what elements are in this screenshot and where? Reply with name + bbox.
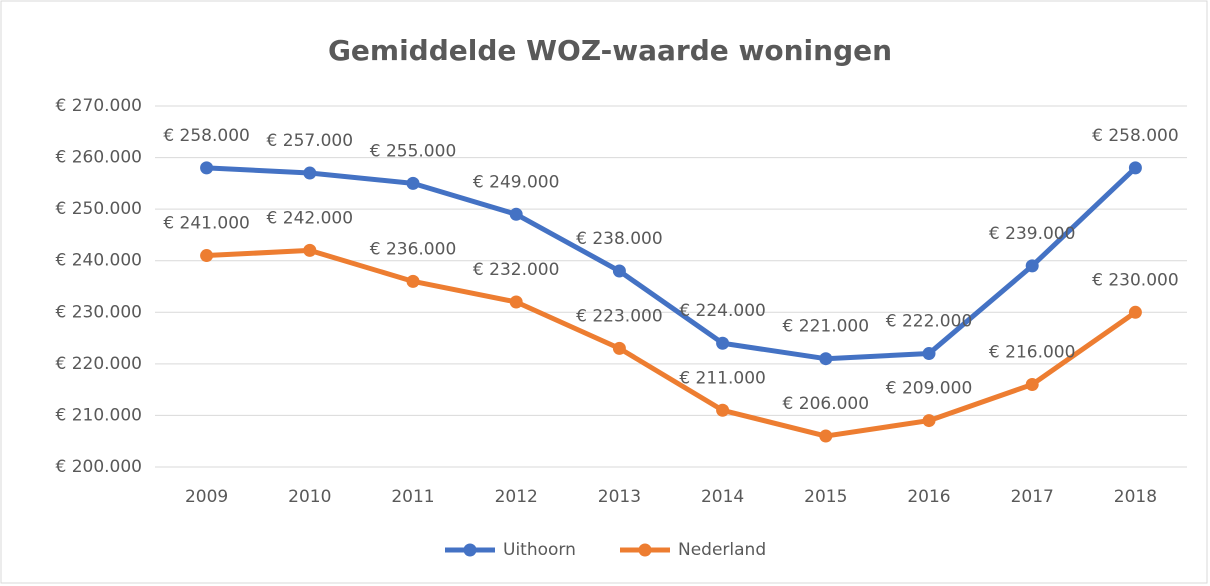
data-point xyxy=(922,414,936,428)
data-point xyxy=(200,249,214,263)
data-point xyxy=(716,403,730,417)
legend-marker xyxy=(638,543,652,557)
y-tick-label: € 220.000 xyxy=(55,354,142,374)
x-tick-label: 2016 xyxy=(907,487,950,507)
data-label: € 209.000 xyxy=(886,379,973,399)
x-tick-label: 2014 xyxy=(701,487,744,507)
data-label: € 249.000 xyxy=(473,172,560,192)
y-tick-label: € 200.000 xyxy=(55,457,142,477)
y-tick-label: € 230.000 xyxy=(55,302,142,322)
x-tick-label: 2009 xyxy=(185,487,228,507)
data-point xyxy=(819,352,833,366)
x-tick-label: 2017 xyxy=(1011,487,1054,507)
x-tick-label: 2018 xyxy=(1114,487,1157,507)
data-label: € 255.000 xyxy=(370,141,457,161)
x-tick-label: 2010 xyxy=(288,487,331,507)
data-point xyxy=(1025,259,1039,273)
data-label: € 238.000 xyxy=(576,229,663,249)
data-point xyxy=(303,243,317,257)
data-label: € 239.000 xyxy=(989,224,1076,244)
data-point xyxy=(406,274,420,288)
data-label: € 242.000 xyxy=(267,208,354,228)
chart-title: Gemiddelde WOZ-waarde woningen xyxy=(328,34,892,67)
data-point xyxy=(716,336,730,350)
data-label: € 224.000 xyxy=(679,301,766,321)
data-point xyxy=(303,166,317,180)
data-label: € 236.000 xyxy=(370,239,457,259)
y-tick-label: € 210.000 xyxy=(55,405,142,425)
data-label: € 211.000 xyxy=(679,368,766,388)
y-tick-label: € 240.000 xyxy=(55,251,142,271)
y-tick-label: € 270.000 xyxy=(55,96,142,116)
data-point xyxy=(509,295,523,309)
data-label: € 221.000 xyxy=(783,317,870,337)
data-point xyxy=(1128,305,1142,319)
data-point xyxy=(509,207,523,221)
data-label: € 241.000 xyxy=(163,214,250,234)
x-tick-label: 2013 xyxy=(598,487,641,507)
legend-label: Nederland xyxy=(678,540,766,560)
x-tick-label: 2015 xyxy=(804,487,847,507)
data-point xyxy=(612,341,626,355)
data-label: € 206.000 xyxy=(783,394,870,414)
data-point xyxy=(406,176,420,190)
data-point xyxy=(200,161,214,175)
data-point xyxy=(1128,161,1142,175)
data-label: € 258.000 xyxy=(163,126,250,146)
data-label: € 216.000 xyxy=(989,342,1076,362)
x-tick-label: 2011 xyxy=(391,487,434,507)
data-label: € 232.000 xyxy=(473,260,560,280)
y-tick-label: € 250.000 xyxy=(55,199,142,219)
data-point xyxy=(612,264,626,278)
series-line xyxy=(206,247,1137,439)
legend-label: Uithoorn xyxy=(503,540,576,560)
legend-marker xyxy=(463,543,477,557)
data-point xyxy=(922,347,936,361)
data-label: € 257.000 xyxy=(267,131,354,151)
data-point xyxy=(819,429,833,443)
x-tick-label: 2012 xyxy=(495,487,538,507)
data-label: € 258.000 xyxy=(1092,126,1179,146)
data-label: € 223.000 xyxy=(576,306,663,326)
data-point xyxy=(1025,377,1039,391)
data-label: € 230.000 xyxy=(1092,270,1179,290)
y-tick-label: € 260.000 xyxy=(55,148,142,168)
series-line xyxy=(206,165,1138,362)
data-label: € 222.000 xyxy=(886,312,973,332)
